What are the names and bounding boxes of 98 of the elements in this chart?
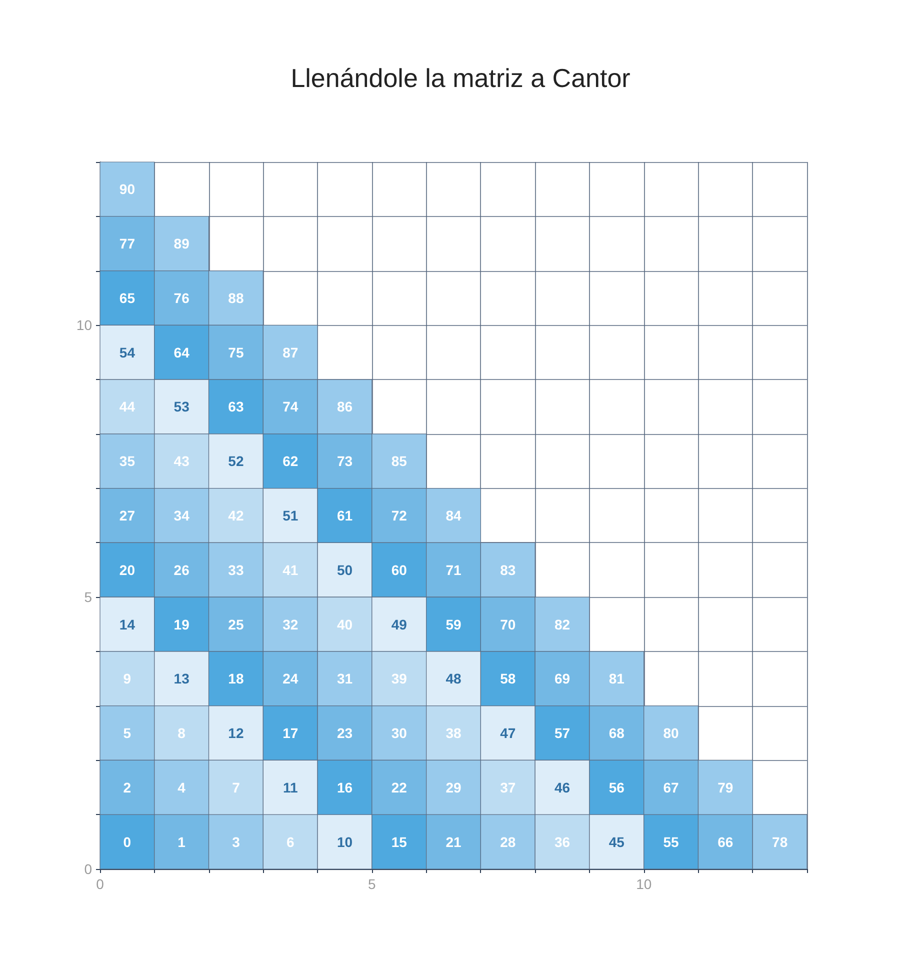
data-label: 33 bbox=[228, 562, 244, 578]
data-label: 77 bbox=[119, 236, 136, 252]
data-label: 53 bbox=[174, 398, 190, 415]
data-label: 27 bbox=[119, 508, 136, 524]
x-tick-label: 10 bbox=[636, 876, 652, 892]
x-tick-label: 5 bbox=[368, 876, 376, 892]
data-label: 80 bbox=[663, 725, 680, 742]
data-label: 17 bbox=[282, 725, 298, 742]
data-label: 70 bbox=[500, 616, 516, 632]
data-label: 55 bbox=[663, 834, 680, 850]
data-label: 24 bbox=[282, 670, 298, 687]
data-label: 36 bbox=[554, 834, 570, 850]
chart-title: Llenándole la matriz a Cantor bbox=[290, 63, 631, 93]
data-label: 84 bbox=[446, 508, 462, 524]
data-label: 23 bbox=[336, 725, 353, 742]
data-label: 83 bbox=[500, 562, 516, 578]
data-label: 31 bbox=[336, 670, 353, 687]
data-label: 34 bbox=[174, 508, 190, 524]
data-label: 49 bbox=[391, 616, 408, 632]
data-label: 89 bbox=[174, 236, 190, 252]
data-label: 48 bbox=[446, 670, 462, 687]
data-label: 73 bbox=[336, 453, 353, 470]
data-label: 39 bbox=[391, 670, 408, 687]
data-label: 1 bbox=[178, 834, 186, 850]
data-label: 14 bbox=[119, 616, 136, 632]
data-label: 5 bbox=[123, 725, 132, 742]
data-label: 54 bbox=[119, 344, 136, 360]
data-label: 38 bbox=[446, 725, 462, 742]
data-label: 42 bbox=[228, 508, 244, 524]
data-label: 61 bbox=[336, 508, 353, 524]
data-label: 11 bbox=[282, 779, 298, 796]
data-label: 28 bbox=[500, 834, 516, 850]
data-label: 21 bbox=[446, 834, 462, 850]
data-label: 78 bbox=[772, 834, 788, 850]
data-label: 51 bbox=[282, 508, 298, 524]
data-label: 19 bbox=[174, 616, 190, 632]
data-label: 58 bbox=[500, 670, 516, 687]
data-label: 10 bbox=[336, 834, 353, 850]
data-label: 52 bbox=[228, 453, 244, 470]
data-label: 57 bbox=[554, 725, 570, 742]
data-label: 41 bbox=[282, 562, 298, 578]
y-tick-label: 0 bbox=[84, 861, 92, 877]
data-label: 90 bbox=[119, 181, 136, 198]
data-label: 45 bbox=[608, 834, 625, 850]
data-label: 8 bbox=[178, 725, 186, 742]
data-label: 16 bbox=[336, 779, 353, 796]
data-label: 50 bbox=[336, 562, 353, 578]
data-label: 44 bbox=[119, 398, 136, 415]
data-label: 6 bbox=[286, 834, 294, 850]
data-label: 67 bbox=[663, 779, 680, 796]
data-label: 82 bbox=[554, 616, 570, 632]
data-label: 9 bbox=[123, 670, 132, 687]
data-label: 66 bbox=[718, 834, 734, 850]
data-label: 68 bbox=[608, 725, 625, 742]
data-label: 32 bbox=[282, 616, 298, 632]
data-label: 3 bbox=[232, 834, 240, 850]
data-label: 74 bbox=[282, 398, 298, 415]
data-label: 88 bbox=[228, 290, 244, 306]
data-label: 13 bbox=[174, 670, 190, 687]
data-label: 25 bbox=[228, 616, 244, 632]
data-label: 75 bbox=[228, 344, 244, 360]
data-label: 0 bbox=[123, 834, 132, 850]
data-label: 72 bbox=[391, 508, 408, 524]
data-label: 64 bbox=[174, 344, 190, 360]
data-label: 37 bbox=[500, 779, 516, 796]
data-label: 47 bbox=[500, 725, 516, 742]
data-label: 87 bbox=[282, 344, 298, 360]
data-label: 86 bbox=[336, 398, 353, 415]
data-label: 46 bbox=[554, 779, 570, 796]
data-label: 59 bbox=[446, 616, 462, 632]
data-label: 63 bbox=[228, 398, 244, 415]
data-label: 79 bbox=[718, 779, 734, 796]
data-label: 43 bbox=[174, 453, 190, 470]
data-label: 20 bbox=[119, 562, 136, 578]
data-label: 12 bbox=[228, 725, 244, 742]
data-label: 81 bbox=[608, 670, 625, 687]
data-label: 71 bbox=[446, 562, 462, 578]
data-label: 29 bbox=[446, 779, 462, 796]
data-label: 76 bbox=[174, 290, 190, 306]
data-label: 69 bbox=[554, 670, 570, 687]
data-label: 60 bbox=[391, 562, 408, 578]
data-label: 2 bbox=[123, 779, 132, 796]
data-label: 56 bbox=[608, 779, 625, 796]
data-label: 15 bbox=[391, 834, 408, 850]
data-label: 30 bbox=[391, 725, 408, 742]
data-label: 4 bbox=[178, 779, 186, 796]
data-label: 18 bbox=[228, 670, 244, 687]
x-tick-label: 0 bbox=[96, 876, 104, 892]
data-label: 35 bbox=[119, 453, 136, 470]
data-label: 40 bbox=[336, 616, 353, 632]
y-tick-label: 10 bbox=[76, 317, 92, 334]
data-label: 26 bbox=[174, 562, 190, 578]
y-tick-label: 5 bbox=[84, 589, 92, 606]
data-label: 22 bbox=[391, 779, 408, 796]
data-label: 7 bbox=[232, 779, 240, 796]
data-label: 65 bbox=[119, 290, 136, 306]
data-label: 85 bbox=[391, 453, 408, 470]
data-label: 62 bbox=[282, 453, 298, 470]
